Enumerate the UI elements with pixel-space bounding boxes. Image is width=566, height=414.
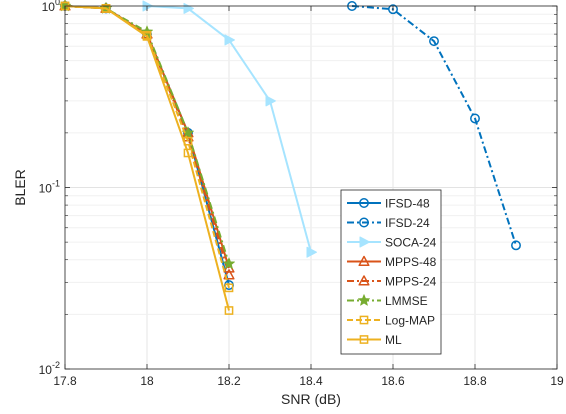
legend-label: Log-MAP [385,314,435,328]
series-ml [60,1,234,315]
data-point [224,34,235,46]
data-point [222,257,236,269]
data-point [388,4,398,15]
legend-entry: MPPS-48 [347,255,437,269]
y-tick-label: 10-2 [39,360,60,377]
y-tick-label: 10-1 [39,179,60,196]
legend-marker [358,275,370,286]
grid [64,5,558,370]
legend: IFSD-48 IFSD-24 SOCA-24 MPPS-48 MPPS-24 LMMSE… [340,189,442,355]
series-group [58,0,521,315]
legend-marker [359,198,369,208]
data-point [306,246,317,258]
legend-label: MPPS-48 [385,255,437,269]
legend-entry: MPPS-24 [347,275,437,289]
data-point [429,36,439,47]
series-line [64,5,230,311]
y-axis-label: BLER [12,169,28,206]
legend-marker [359,236,370,248]
legend-marker [359,315,369,325]
y-axis: 100 10-1 10-2 [39,0,557,377]
data-point [101,4,111,13]
data-point [142,32,152,41]
legend-label: IFSD-24 [385,216,430,230]
x-axis-label: SNR (dB) [281,391,341,407]
x-tick-label: 17.8 [53,374,77,388]
legend-entry: LMMSE [347,294,428,308]
legend-entry: ML [347,333,402,347]
legend-label: MPPS-24 [385,275,437,289]
series-line [64,5,230,265]
legend-marker [357,294,371,306]
x-tick-label: 18.4 [299,374,323,388]
x-tick-label: 18 [140,374,154,388]
legend-entry: IFSD-48 [347,197,430,211]
legend-label: SOCA-24 [385,236,437,250]
legend-entry: SOCA-24 [347,236,437,250]
data-point [511,240,521,251]
legend-label: LMMSE [385,294,428,308]
x-tick-label: 18.6 [381,374,405,388]
legend-entry: IFSD-24 [347,216,430,230]
data-point [224,283,234,293]
legend-marker [359,335,369,344]
x-tick-label: 19 [550,374,564,388]
series-line [351,5,517,246]
x-tick-label: 18.8 [463,374,487,388]
x-tick-label: 18.2 [217,374,241,388]
legend-box [340,189,442,355]
data-point [470,113,480,124]
legend-marker [359,217,369,228]
data-point [265,95,276,107]
y-tick-label: 100 [42,0,60,14]
data-point [223,269,235,280]
x-axis: 17.8 18 18.2 18.4 18.6 18.8 19 [53,6,564,388]
series-ifsd-24 [347,1,521,251]
legend-entry: Log-MAP [347,314,435,328]
legend-label: IFSD-48 [385,197,430,211]
legend-label: ML [385,333,402,347]
data-point [224,306,234,315]
legend-marker [358,255,370,267]
data-point [183,148,193,158]
